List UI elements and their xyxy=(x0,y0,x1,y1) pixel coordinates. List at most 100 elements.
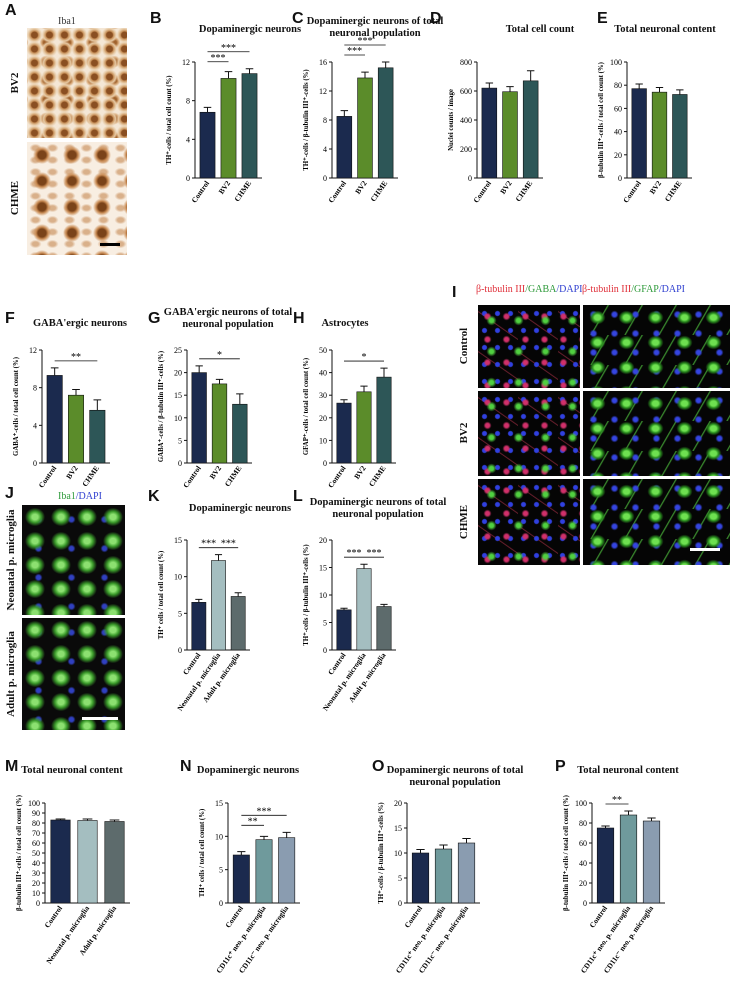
y-tick-label: 0 xyxy=(468,174,472,183)
stain-label: /DAPI xyxy=(658,284,685,295)
panel-letter: A xyxy=(5,2,17,19)
chart-title: Dopaminergic neurons of total neuronal p… xyxy=(386,765,524,788)
panel-letter: C xyxy=(292,10,304,27)
error-bar xyxy=(195,598,203,603)
panel-letter: M xyxy=(5,758,19,775)
micrograph xyxy=(478,391,580,476)
significance-label: ** xyxy=(248,816,258,827)
panel-letter: K xyxy=(148,488,160,505)
error-bar xyxy=(340,607,348,610)
bar xyxy=(241,73,258,179)
y-tick-label: 40 xyxy=(319,369,327,378)
x-tick-label: Control xyxy=(181,464,203,490)
x-tick-label: Control xyxy=(326,179,348,205)
y-tick-label: 12 xyxy=(29,346,37,355)
error-bar xyxy=(195,365,203,373)
micrograph xyxy=(27,28,127,138)
panel-letter: D xyxy=(430,10,442,27)
y-tick-label: 20 xyxy=(32,879,40,888)
error-bar xyxy=(236,393,244,405)
bar xyxy=(230,596,246,651)
x-tick-label: Control xyxy=(587,904,609,930)
error-bar xyxy=(462,838,471,843)
chart-title: GABA'ergic neurons of total neuronal pop… xyxy=(163,307,293,330)
y-tick-label: 800 xyxy=(460,58,472,67)
y-axis-label: β-tubulin III⁺-cells / total cell count … xyxy=(598,62,605,178)
error-bar xyxy=(93,399,102,411)
error-bar xyxy=(360,385,368,392)
bar xyxy=(77,820,98,904)
bar xyxy=(434,848,453,904)
y-axis-label: TH⁺-cells / β-tubulin III⁺-cells (%) xyxy=(303,69,310,170)
significance-label: *** xyxy=(358,36,373,47)
stain-header: Iba1/DAPI xyxy=(58,491,102,502)
y-tick-label: 15 xyxy=(174,391,182,400)
y-axis-label: TH⁺ cells / total cell count (%) xyxy=(199,809,206,898)
bar xyxy=(232,854,250,904)
panel-letter: N xyxy=(180,758,192,775)
x-tick-label: Adult p. microglia xyxy=(347,651,388,704)
bar xyxy=(357,77,373,179)
chart-title: Total neuronal content xyxy=(614,24,716,35)
y-tick-label: 0 xyxy=(323,459,327,468)
y-tick-label: 0 xyxy=(398,899,402,908)
significance-label: *** xyxy=(257,806,272,817)
error-bar xyxy=(203,106,212,113)
y-axis-label: TH⁺-cells / total cell count (%) xyxy=(166,75,173,164)
stain-header: β-tubulin III/GABA/DAPI xyxy=(476,284,583,295)
error-bar xyxy=(526,70,535,81)
y-tick-label: 15 xyxy=(394,824,402,833)
bar xyxy=(232,403,248,464)
bar xyxy=(376,606,392,651)
y-tick-label: 12 xyxy=(182,58,190,67)
error-bar xyxy=(360,563,368,569)
x-tick-label: Control xyxy=(223,904,245,930)
y-axis-label: TH⁺ cells / total cell count (%) xyxy=(158,551,165,640)
bar xyxy=(642,820,661,904)
y-tick-label: 70 xyxy=(32,829,40,838)
x-tick-label: Control xyxy=(326,464,348,490)
stain-label: Iba1 xyxy=(58,16,76,27)
stain-label: /GABA xyxy=(525,284,557,295)
x-tick-label: Control xyxy=(189,179,211,205)
bar xyxy=(50,819,71,904)
error-bar xyxy=(237,851,246,855)
error-bar xyxy=(72,389,80,396)
y-tick-label: 10 xyxy=(394,849,402,858)
y-tick-label: 0 xyxy=(178,459,182,468)
error-bar xyxy=(361,71,369,78)
y-tick-label: 100 xyxy=(575,799,587,808)
error-bar xyxy=(340,399,348,404)
significance-label: *** xyxy=(347,46,362,57)
significance-label: ** xyxy=(71,352,81,363)
y-tick-label: 200 xyxy=(460,145,472,154)
x-tick-label: CHME xyxy=(367,464,388,488)
bar xyxy=(619,814,638,904)
error-bar xyxy=(109,819,120,822)
row-label: Adult p. microglia xyxy=(5,631,17,717)
panel-letter: L xyxy=(293,488,303,505)
micrograph xyxy=(22,618,125,730)
bar xyxy=(672,94,688,179)
bar xyxy=(104,821,125,904)
y-tick-label: 0 xyxy=(618,174,622,183)
bar xyxy=(89,409,106,464)
y-tick-label: 20 xyxy=(174,369,182,378)
micrograph xyxy=(478,305,580,388)
micrograph xyxy=(583,305,730,388)
y-axis-label: GFAP⁺-cells / total cell count (%) xyxy=(303,358,310,455)
bar xyxy=(191,372,207,464)
error-bar xyxy=(245,68,254,74)
x-tick-label: BV2 xyxy=(498,179,514,196)
bar xyxy=(220,78,237,179)
y-tick-label: 0 xyxy=(323,646,327,655)
y-tick-label: 50 xyxy=(32,849,40,858)
y-axis-label: Nuclei counts / image xyxy=(448,89,455,151)
error-bar xyxy=(439,844,448,849)
panel-letter: F xyxy=(5,310,15,327)
bar xyxy=(651,91,668,179)
bar xyxy=(255,839,273,904)
y-axis-label: TH⁺-cells / β-tubulin III⁺-cells (%) xyxy=(303,544,310,645)
y-tick-label: 20 xyxy=(579,879,587,888)
